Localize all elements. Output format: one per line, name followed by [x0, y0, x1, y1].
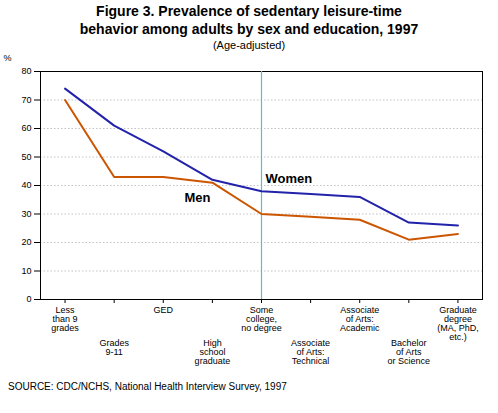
svg-text:Associateof Arts:Academic: Associateof Arts:Academic: [340, 305, 380, 333]
svg-text:50: 50: [21, 152, 31, 162]
svg-text:80: 80: [21, 66, 31, 76]
html-text:Figure 3. Prevalence of sedent: Figure 3. Prevalence of sedentary leisur…: [79, 3, 419, 37]
svg-text:10: 10: [21, 266, 31, 276]
html-text:SOURCE: CDC/NCHS, National Hea: SOURCE: CDC/NCHS, National Health Interv…: [8, 381, 287, 392]
svg-text:GED: GED: [154, 305, 174, 315]
svg-text:0: 0: [26, 294, 31, 304]
svg-text:40: 40: [21, 180, 31, 190]
html-text:(Age-adjusted): (Age-adjusted): [212, 39, 286, 51]
svg-text:Graduatedegree(MA, PhD,etc.): Graduatedegree(MA, PhD,etc.): [437, 305, 479, 342]
svg-text:Highschoolgraduate: Highschoolgraduate: [195, 338, 231, 366]
svg-text:Lessthan 9grades: Lessthan 9grades: [51, 305, 79, 333]
svg-text:30: 30: [21, 209, 31, 219]
svg-text:%: %: [4, 53, 12, 63]
svg-text:Men: Men: [184, 190, 210, 205]
svg-text:Women: Women: [266, 171, 313, 186]
svg-text:20: 20: [21, 237, 31, 247]
svg-text:Grades9-11: Grades9-11: [99, 338, 129, 357]
svg-text:Bachelorof Artsor Science: Bachelorof Artsor Science: [388, 338, 431, 366]
svg-text:Associateof Arts:Technical: Associateof Arts:Technical: [291, 338, 330, 366]
svg-text:60: 60: [21, 123, 31, 133]
svg-text:Somecollege,no degree: Somecollege,no degree: [241, 305, 282, 333]
svg-text:70: 70: [21, 95, 31, 105]
